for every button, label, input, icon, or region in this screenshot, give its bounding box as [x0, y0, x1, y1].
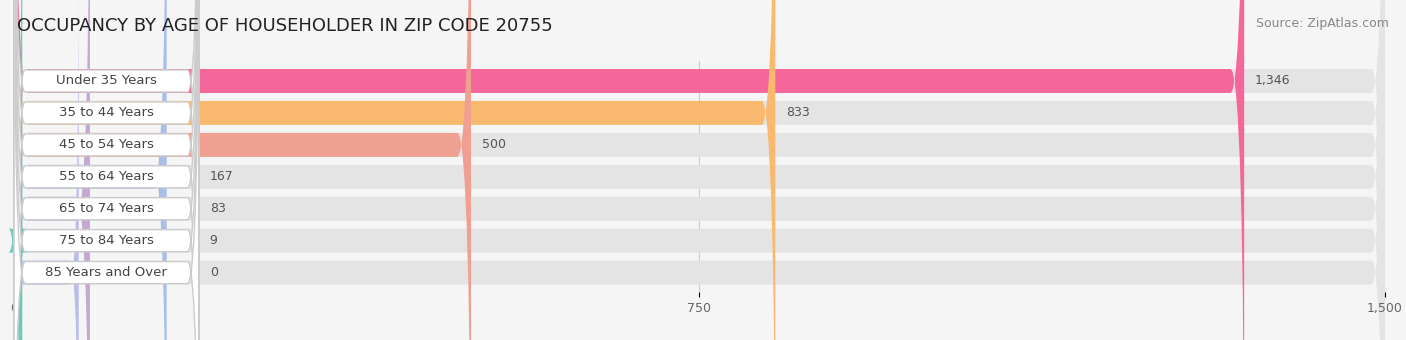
FancyBboxPatch shape: [14, 0, 1385, 340]
Text: Under 35 Years: Under 35 Years: [56, 74, 157, 87]
FancyBboxPatch shape: [14, 0, 1385, 340]
FancyBboxPatch shape: [14, 0, 198, 340]
Text: 1,346: 1,346: [1256, 74, 1291, 87]
Text: 35 to 44 Years: 35 to 44 Years: [59, 106, 153, 119]
Text: 0: 0: [209, 266, 218, 279]
FancyBboxPatch shape: [14, 0, 198, 340]
FancyBboxPatch shape: [8, 0, 28, 340]
Text: 500: 500: [482, 138, 506, 151]
FancyBboxPatch shape: [14, 0, 1385, 340]
Text: 83: 83: [209, 202, 225, 215]
FancyBboxPatch shape: [14, 0, 1385, 340]
Text: OCCUPANCY BY AGE OF HOUSEHOLDER IN ZIP CODE 20755: OCCUPANCY BY AGE OF HOUSEHOLDER IN ZIP C…: [17, 17, 553, 35]
FancyBboxPatch shape: [14, 0, 198, 340]
FancyBboxPatch shape: [14, 0, 775, 340]
Text: 45 to 54 Years: 45 to 54 Years: [59, 138, 153, 151]
FancyBboxPatch shape: [14, 0, 198, 340]
FancyBboxPatch shape: [14, 0, 471, 340]
FancyBboxPatch shape: [14, 0, 1385, 340]
FancyBboxPatch shape: [14, 0, 1385, 340]
FancyBboxPatch shape: [14, 0, 90, 340]
Text: 75 to 84 Years: 75 to 84 Years: [59, 234, 153, 247]
FancyBboxPatch shape: [14, 0, 79, 340]
Text: 55 to 64 Years: 55 to 64 Years: [59, 170, 153, 183]
FancyBboxPatch shape: [14, 0, 1244, 340]
Text: 85 Years and Over: 85 Years and Over: [45, 266, 167, 279]
Text: Source: ZipAtlas.com: Source: ZipAtlas.com: [1256, 17, 1389, 30]
FancyBboxPatch shape: [14, 0, 198, 340]
FancyBboxPatch shape: [14, 0, 198, 340]
Text: 65 to 74 Years: 65 to 74 Years: [59, 202, 153, 215]
FancyBboxPatch shape: [14, 0, 1385, 340]
Text: 9: 9: [209, 234, 218, 247]
FancyBboxPatch shape: [14, 0, 167, 340]
FancyBboxPatch shape: [14, 0, 198, 340]
Text: 167: 167: [209, 170, 233, 183]
Text: 833: 833: [786, 106, 810, 119]
